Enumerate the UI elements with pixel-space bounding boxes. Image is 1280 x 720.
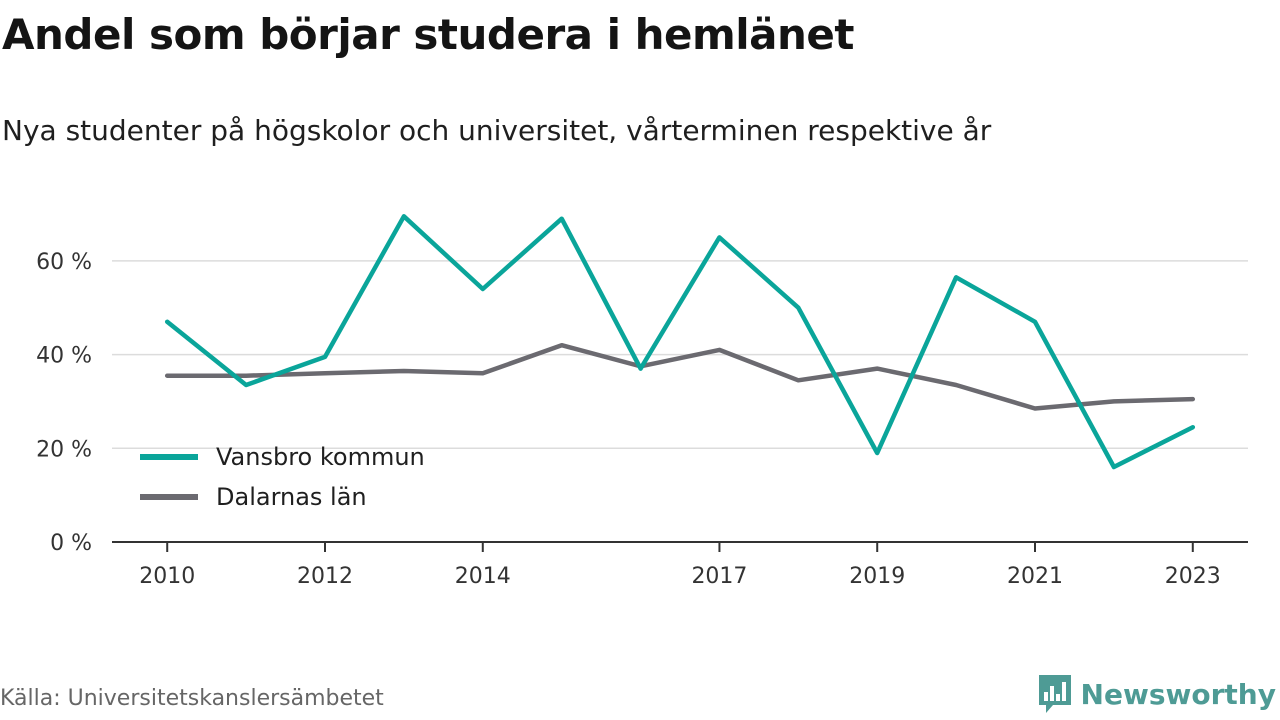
x-tick-label: 2021: [1007, 564, 1063, 589]
y-tick-label: 40 %: [36, 344, 92, 369]
y-tick-label: 20 %: [36, 437, 92, 462]
bar-chart-speech-bubble-icon: [1038, 675, 1071, 713]
x-tick-label: 2014: [455, 564, 511, 589]
x-tick-label: 2017: [691, 564, 747, 589]
chart-subtitle: Nya studenter på högskolor och universit…: [2, 114, 992, 147]
y-tick-label: 60 %: [36, 250, 92, 275]
brand-logo: Newsworthy: [1037, 672, 1276, 716]
x-tick-label: 2019: [849, 564, 905, 589]
chart-title: Andel som börjar studera i hemlänet: [2, 10, 855, 59]
series-line-vansbro-kommun: [164, 214, 1196, 470]
x-tick-label: 2012: [297, 564, 353, 589]
y-tick-label: 0 %: [50, 531, 92, 556]
legend-label: Vansbro kommun: [216, 443, 425, 471]
x-tick-label: 2010: [139, 564, 195, 589]
source-note: Källa: Universitetskanslersämbetet: [0, 686, 384, 711]
legend-label: Dalarnas län: [216, 483, 367, 511]
x-tick-label: 2023: [1165, 564, 1221, 589]
series-line-dalarnas-län: [164, 342, 1196, 411]
brand-name: Newsworthy: [1080, 677, 1276, 711]
